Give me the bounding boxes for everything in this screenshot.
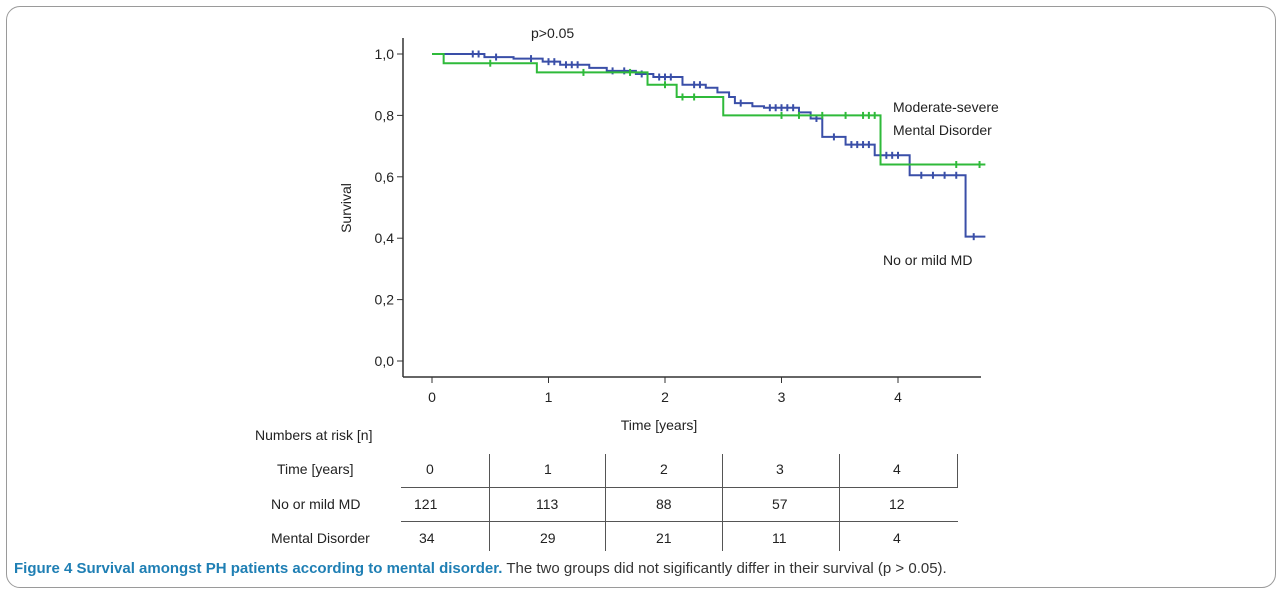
x-tick-label: 3	[778, 389, 786, 405]
series-line-0	[432, 53, 986, 238]
p-value-annotation: p>0.05	[531, 25, 574, 41]
y-tick-label: 0,6	[375, 169, 395, 185]
series-label: Moderate-severe	[893, 99, 999, 115]
caption-title: Figure 4 Survival amongst PH patients ac…	[14, 560, 503, 577]
y-axis-label: Survival	[338, 183, 354, 233]
figure-frame	[6, 6, 1276, 588]
y-tick-label: 0,0	[375, 353, 395, 369]
x-axis-label: Time [years]	[621, 417, 698, 433]
y-tick-label: 1,0	[375, 46, 395, 62]
series-label: No or mild MD	[883, 252, 972, 268]
x-tick-label: 0	[428, 389, 436, 405]
y-tick-label: 0,4	[375, 230, 395, 246]
series-line-1	[432, 53, 986, 166]
x-tick-label: 1	[545, 389, 553, 405]
series-label: Mental Disorder	[893, 122, 992, 138]
caption-text: The two groups did not sigificantly diff…	[502, 560, 947, 577]
x-tick-label: 2	[661, 389, 669, 405]
figure-caption: Figure 4 Survival amongst PH patients ac…	[14, 560, 1276, 577]
x-tick-label: 4	[894, 389, 902, 405]
y-tick-label: 0,8	[375, 107, 395, 123]
y-tick-label: 0,2	[375, 292, 395, 308]
